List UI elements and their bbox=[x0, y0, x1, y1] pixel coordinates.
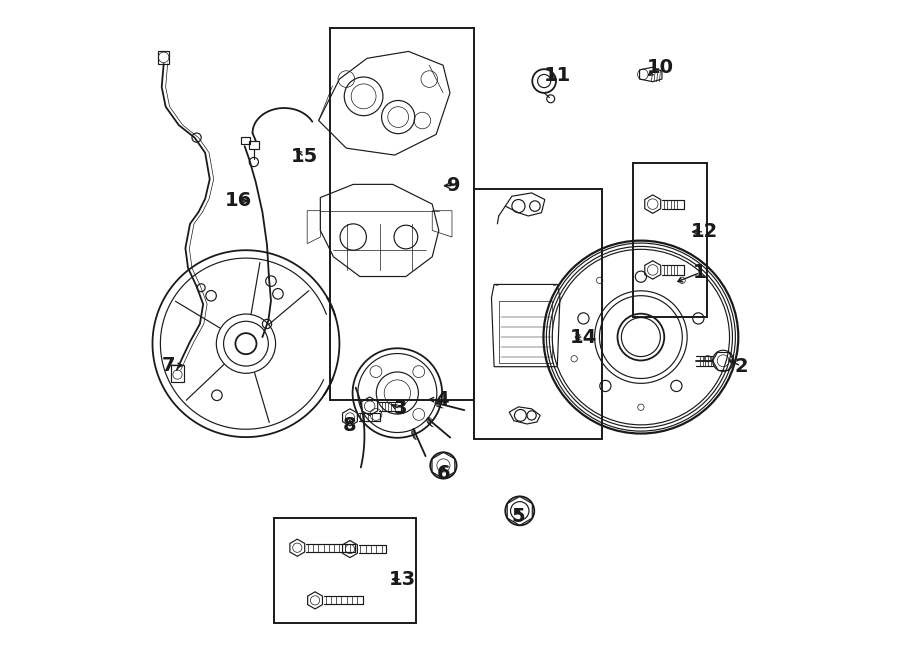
Text: 6: 6 bbox=[436, 464, 450, 483]
Text: 12: 12 bbox=[690, 222, 717, 241]
Text: 14: 14 bbox=[570, 328, 598, 346]
Bar bbox=[240, 137, 250, 143]
Text: 7: 7 bbox=[162, 356, 176, 375]
Text: 11: 11 bbox=[544, 66, 571, 85]
Bar bbox=[473, 189, 602, 439]
Text: 5: 5 bbox=[511, 506, 526, 525]
Text: 9: 9 bbox=[447, 176, 461, 195]
Bar bbox=[274, 518, 416, 623]
Text: 4: 4 bbox=[435, 390, 448, 409]
Bar bbox=[248, 141, 259, 149]
Text: 3: 3 bbox=[393, 399, 407, 418]
Bar bbox=[171, 366, 184, 383]
Text: 10: 10 bbox=[647, 58, 674, 77]
Bar bbox=[158, 51, 169, 64]
Text: 15: 15 bbox=[291, 147, 319, 166]
Bar bbox=[330, 28, 473, 400]
Text: 13: 13 bbox=[389, 570, 416, 589]
Text: 1: 1 bbox=[693, 263, 706, 282]
Text: 2: 2 bbox=[734, 356, 748, 375]
Text: 16: 16 bbox=[224, 191, 252, 210]
Text: 8: 8 bbox=[343, 416, 356, 435]
Bar bbox=[633, 163, 706, 317]
